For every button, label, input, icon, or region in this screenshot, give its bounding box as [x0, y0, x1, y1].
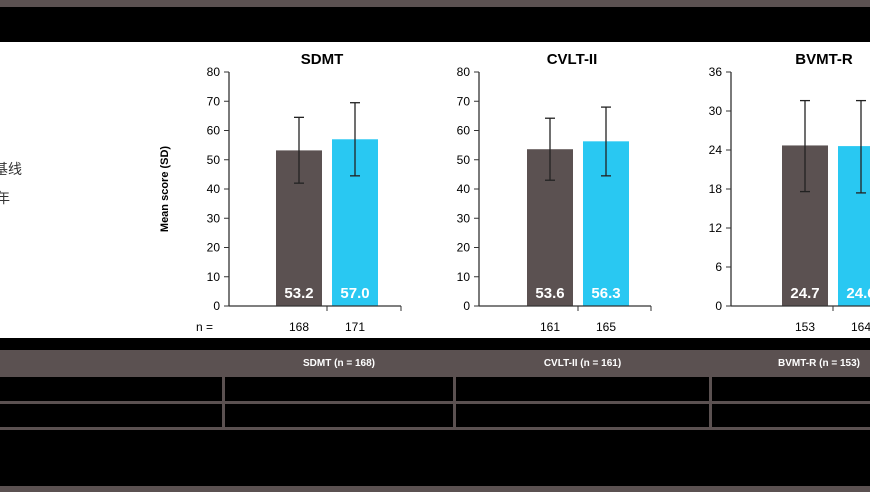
- table-row: [0, 404, 870, 428]
- data-label: 24.7: [790, 285, 819, 302]
- y-tick-label: 20: [207, 241, 221, 255]
- n-label: 168: [289, 320, 309, 334]
- table-column-divider: [222, 350, 225, 430]
- n-prefix-label: n =: [196, 320, 213, 334]
- y-tick-label: 12: [709, 221, 723, 235]
- n-label: 164: [851, 320, 870, 334]
- y-tick-label: 50: [457, 153, 471, 167]
- bottom-frame-band: [0, 486, 870, 492]
- y-axis-label: Mean score (SD): [159, 146, 171, 233]
- y-tick-label: 6: [715, 260, 722, 274]
- y-tick-label: 30: [207, 211, 221, 225]
- y-tick-label: 30: [457, 211, 471, 225]
- y-tick-label: 0: [463, 299, 470, 313]
- n-label: 153: [795, 320, 815, 334]
- table-row: [0, 377, 870, 401]
- data-label: 24.6: [846, 285, 870, 302]
- n-label: 165: [596, 320, 616, 334]
- table-header-empty: [0, 350, 222, 377]
- table-column-divider: [709, 350, 712, 430]
- chart-panel: 基线 年 SDMT Mean score (SD) 0 10 20 30 40 50 60 70 8…: [0, 42, 870, 338]
- y-tick-label: 18: [709, 182, 723, 196]
- legend-followup-label: 年: [0, 190, 10, 206]
- table-column-divider: [453, 350, 456, 430]
- table-header-cvlt: CVLT-II (n = 161): [543, 358, 622, 369]
- y-tick-label: 0: [715, 299, 722, 313]
- y-tick-label: 10: [207, 270, 221, 284]
- bar-followup: [838, 146, 870, 306]
- y-tick-label: 40: [207, 182, 221, 196]
- y-tick-label: 80: [457, 65, 471, 79]
- legend-baseline-label: 基线: [0, 161, 22, 177]
- y-tick-label: 40: [457, 182, 471, 196]
- y-tick-label: 60: [207, 124, 221, 138]
- y-tick-label: 30: [709, 104, 723, 118]
- y-tick-label: 0: [213, 299, 220, 313]
- y-tick-label: 70: [457, 94, 471, 108]
- table-header-bvmt: BVMT-R (n = 153): [778, 358, 860, 369]
- data-label: 56.3: [591, 285, 620, 302]
- data-label: 57.0: [340, 285, 369, 302]
- y-tick-label: 60: [457, 124, 471, 138]
- y-tick-label: 70: [207, 94, 221, 108]
- data-label: 53.6: [535, 285, 564, 302]
- chart-title: BVMT-R: [795, 51, 853, 68]
- chart-title: SDMT: [301, 51, 344, 68]
- table-row-divider: [0, 427, 870, 430]
- y-tick-label: 80: [207, 65, 221, 79]
- y-tick-label: 24: [709, 143, 723, 157]
- y-tick-label: 10: [457, 270, 471, 284]
- y-tick-label: 20: [457, 241, 471, 255]
- n-label: 171: [345, 320, 365, 334]
- y-tick-label: 36: [709, 65, 723, 79]
- table-row-divider: [0, 401, 870, 404]
- y-tick-label: 50: [207, 153, 221, 167]
- table-header-sdmt: SDMT (n = 168): [303, 358, 375, 369]
- n-label: 161: [540, 320, 560, 334]
- top-frame-band: [0, 0, 870, 7]
- data-label: 53.2: [284, 285, 313, 302]
- table-header-row: SDMT (n = 168) CVLT-II (n = 161) BVMT-R …: [0, 350, 870, 377]
- chart-title: CVLT-II: [547, 51, 598, 68]
